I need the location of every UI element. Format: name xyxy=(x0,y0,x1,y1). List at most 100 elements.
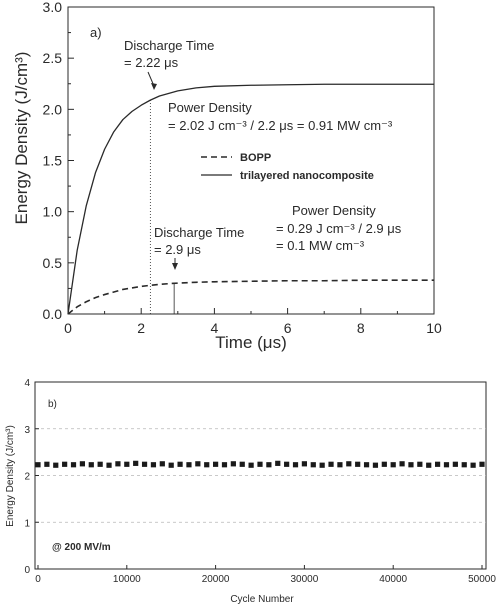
panel-b-y-tick-label: 0 xyxy=(24,565,30,576)
data-point xyxy=(275,460,281,466)
annotation-discharge-time-2: Discharge Time xyxy=(154,225,244,240)
panel-a-markers xyxy=(149,100,175,314)
data-point xyxy=(177,461,183,467)
legend-label-trilayered: trilayered nanocomposite xyxy=(240,170,374,182)
data-point xyxy=(381,461,387,467)
annotation-power-density-2-value: = 0.29 J cm⁻³ / 2.9 μs xyxy=(276,221,402,236)
panel-a-y-tick-label: 2.0 xyxy=(43,101,63,117)
data-point xyxy=(266,462,272,468)
data-point xyxy=(230,461,236,467)
panel-a-y-tick-label: 0.5 xyxy=(43,255,63,271)
panel-a-x-tick-label: 4 xyxy=(211,320,219,336)
data-point xyxy=(310,462,316,468)
legend-label-bopp: BOPP xyxy=(240,152,271,164)
data-point xyxy=(106,462,112,468)
series-line-bopp xyxy=(67,279,434,315)
data-point xyxy=(97,461,103,467)
data-point xyxy=(399,461,405,467)
panel-a-x-tick-label: 10 xyxy=(426,320,442,336)
data-point xyxy=(390,462,396,468)
panel-a-x-axis-title: Time (μs) xyxy=(215,333,287,352)
data-point xyxy=(221,462,228,468)
panel-a-y-tick-label: 2.5 xyxy=(43,50,63,66)
data-point xyxy=(426,462,432,468)
panel-a-x-tick-label: 2 xyxy=(137,320,145,336)
data-point xyxy=(79,461,85,467)
data-point xyxy=(257,461,263,467)
data-point xyxy=(328,461,334,467)
data-point xyxy=(44,461,50,467)
panel-b-x-tick-label: 50000 xyxy=(468,574,496,585)
panel-a-tick-labels: 0 2 4 6 8 10 0.0 0.5 1.0 1.5 2.0 2.5 3.0 xyxy=(43,0,442,336)
data-point xyxy=(133,460,139,466)
panel-b-y-tick-label: 1 xyxy=(24,518,30,529)
panel-b-tick-labels: 0 1 2 3 4 0 10000 20000 30000 40000 50000 xyxy=(24,378,496,585)
panel-a-label: a) xyxy=(90,25,102,40)
data-point xyxy=(355,461,361,467)
data-point xyxy=(292,462,299,468)
data-point xyxy=(372,462,379,468)
panel-a-y-axis-title: Energy Density (J/cm³) xyxy=(12,52,31,225)
panel-a-y-tick-label: 1.0 xyxy=(43,204,63,220)
data-point xyxy=(141,461,148,467)
annotation-power-density-2-value-2: = 0.1 MW cm⁻³ xyxy=(276,238,365,253)
panel-a-y-tick-label: 1.5 xyxy=(43,153,63,169)
data-point xyxy=(115,461,121,467)
panel-b-y-tick-label: 4 xyxy=(24,378,30,389)
annotation-discharge-time-1: Discharge Time xyxy=(124,38,214,53)
legend: BOPP trilayered nanocomposite xyxy=(201,152,374,182)
panel-b-label: b) xyxy=(48,399,57,410)
annotation-power-density-1-value: = 2.02 J cm⁻³ / 2.2 μs = 0.91 MW cm⁻³ xyxy=(168,118,393,133)
data-point xyxy=(186,462,192,468)
panel-a-x-tick-label: 0 xyxy=(64,320,72,336)
data-point xyxy=(301,461,307,467)
data-point xyxy=(417,461,423,467)
panel-b-y-tick-label: 2 xyxy=(24,472,30,483)
data-point xyxy=(159,461,165,467)
data-point xyxy=(239,461,245,467)
panel-b-gridlines xyxy=(35,428,486,523)
series-line-trilayered xyxy=(67,83,434,315)
data-point xyxy=(284,461,290,467)
data-point xyxy=(319,462,325,468)
annotation-power-density-2: Power Density xyxy=(292,203,376,218)
annotation-discharge-time-2-value: = 2.9 μs xyxy=(154,242,201,257)
panel-b-points xyxy=(35,460,485,468)
data-point xyxy=(195,461,201,467)
data-point xyxy=(124,461,130,467)
data-point xyxy=(35,462,41,468)
data-point xyxy=(363,462,370,468)
panel-a-series xyxy=(67,83,434,315)
data-point xyxy=(88,462,94,468)
panel-a-x-tick-label: 8 xyxy=(357,320,365,336)
panel-b-condition-label: @ 200 MV/m xyxy=(52,542,111,553)
panel-b-x-tick-label: 0 xyxy=(35,574,41,585)
data-point xyxy=(248,462,254,468)
data-point xyxy=(461,462,467,468)
data-point xyxy=(337,462,343,468)
data-point xyxy=(53,462,59,468)
data-point xyxy=(470,462,476,468)
data-point xyxy=(204,462,210,468)
data-point xyxy=(168,462,174,468)
panel-b-y-tick-label: 3 xyxy=(24,425,30,436)
panel-b-y-axis-title: Energy Density (J/cm³) xyxy=(5,425,16,527)
annotation-power-density-1: Power Density xyxy=(168,100,252,115)
panel-b: 0 1 2 3 4 0 10000 20000 30000 40000 50000 b) @ 200… xyxy=(5,378,496,605)
panel-a-y-tick-label: 0.0 xyxy=(43,306,63,322)
data-point xyxy=(346,461,352,467)
annotation-arrowhead-2 xyxy=(172,263,178,270)
data-point xyxy=(213,461,219,467)
panel-a: 0 2 4 6 8 10 0.0 0.5 1.0 1.5 2.0 2.5 3.0 a) Time (μs… xyxy=(12,0,442,352)
data-point xyxy=(452,461,458,467)
data-point xyxy=(479,461,485,467)
panel-a-y-tick-label: 3.0 xyxy=(43,0,63,15)
panel-a-x-tick-label: 6 xyxy=(284,320,292,336)
panel-b-x-tick-label: 20000 xyxy=(202,574,230,585)
data-point xyxy=(435,461,441,467)
panel-b-ticks xyxy=(35,381,483,570)
panel-b-x-tick-label: 10000 xyxy=(113,574,141,585)
data-point xyxy=(443,462,450,468)
data-point xyxy=(70,462,77,468)
